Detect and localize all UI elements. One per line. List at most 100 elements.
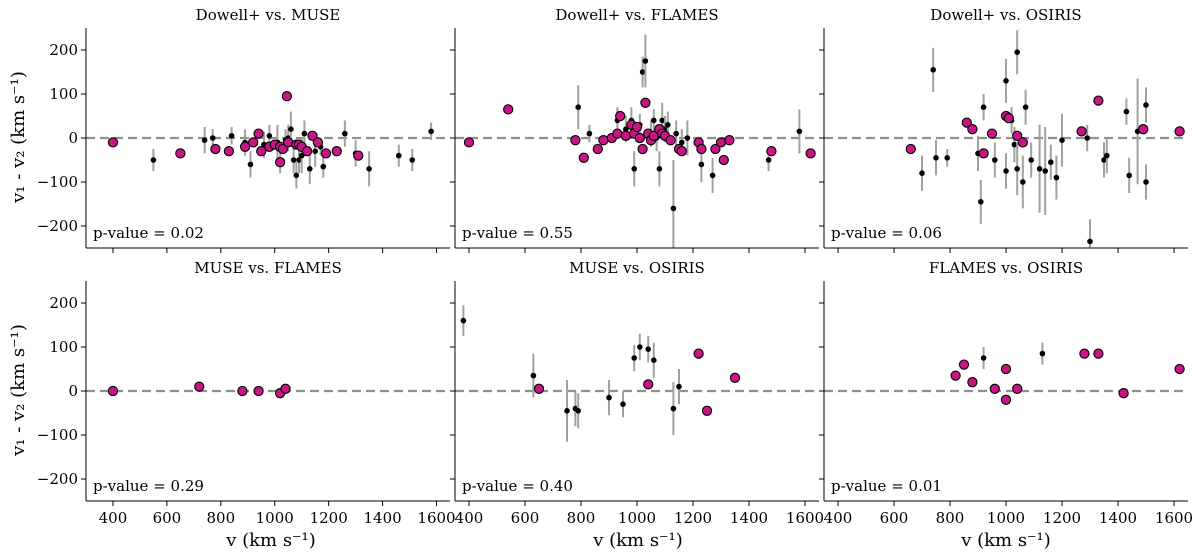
data-point	[639, 69, 646, 75]
x-tick-label: 800	[936, 509, 965, 527]
data-point	[978, 199, 984, 205]
data-point-highlight	[353, 150, 364, 161]
data-point	[1020, 179, 1026, 185]
panel-2: Dowell+ vs. FLAMES p-value = 0.55	[450, 6, 819, 253]
data-point-highlight	[175, 148, 186, 159]
data-point	[288, 126, 294, 132]
x-tick-label: 1600	[786, 509, 824, 527]
data-point	[460, 317, 467, 324]
data-point	[201, 137, 208, 143]
data-point	[320, 163, 327, 170]
data-point	[1048, 159, 1054, 165]
y-tick-label: 100	[49, 338, 78, 356]
data-point	[944, 155, 950, 161]
data-point-highlight	[463, 137, 475, 148]
x-tick-label: 1600	[417, 509, 455, 527]
panel-4: MUSE vs. FLAMES −200 −100 0 100 200 400 600 800 1…	[37, 259, 456, 527]
data-point-highlight	[223, 146, 235, 157]
data-point	[1003, 78, 1009, 84]
data-point-highlight	[634, 132, 645, 144]
x-tick-label: 400	[455, 509, 484, 527]
data-point-highlight	[256, 146, 267, 157]
data-point-highlight	[1118, 388, 1129, 399]
y-tick-label: 200	[49, 41, 78, 59]
p-value-label: p-value = 0.40	[462, 477, 573, 495]
data-point-highlight	[967, 377, 978, 388]
data-point	[1011, 141, 1018, 148]
data-point	[765, 157, 772, 163]
data-point	[1014, 166, 1020, 172]
p-value-label: p-value = 0.02	[93, 224, 204, 242]
data-point-highlight	[978, 148, 989, 159]
x-tick-label: 1200	[1043, 509, 1081, 527]
data-point	[933, 155, 939, 161]
data-point-highlight	[301, 146, 313, 157]
data-point-highlight	[950, 370, 961, 381]
data-points	[107, 91, 434, 189]
data-point	[530, 372, 537, 379]
data-point	[645, 346, 651, 353]
data-points	[460, 305, 741, 442]
data-point	[709, 172, 716, 179]
y-tick-label: −100	[37, 426, 78, 444]
data-point-highlight	[640, 97, 651, 108]
data-point-highlight	[637, 143, 648, 155]
x-tick-label: 400	[824, 509, 853, 527]
data-point-highlight	[1093, 95, 1104, 106]
data-point	[679, 139, 685, 146]
data-point-highlight	[1079, 348, 1090, 359]
panel-title: MUSE vs. OSIRIS	[569, 259, 705, 277]
data-point-highlight	[766, 146, 777, 157]
data-point-highlight	[1000, 394, 1012, 405]
y-axis-label-bottom: v₁ - v₂ (km s⁻¹)	[8, 324, 29, 457]
p-value-label: p-value = 0.55	[462, 224, 573, 242]
x-tick-label: 800	[567, 509, 596, 527]
data-point	[1126, 172, 1132, 179]
x-tick-label: 800	[206, 509, 235, 527]
data-point-highlight	[331, 146, 342, 157]
data-point	[409, 157, 416, 163]
data-point-highlight	[578, 152, 589, 163]
data-point	[290, 157, 297, 163]
data-point	[796, 128, 803, 135]
data-point	[665, 122, 671, 128]
data-point-highlight	[989, 383, 1000, 394]
data-point	[575, 408, 581, 414]
data-point	[1028, 157, 1034, 163]
data-point-highlight	[620, 130, 631, 141]
data-point-highlight	[967, 124, 978, 135]
data-point	[395, 152, 402, 159]
data-point	[228, 133, 235, 139]
data-point	[620, 401, 626, 408]
x-axis-label-middle: v (km s⁻¹)	[592, 530, 683, 551]
data-point	[564, 408, 570, 414]
data-point-highlight	[631, 121, 643, 133]
data-point	[1042, 168, 1048, 174]
data-point	[1101, 157, 1107, 163]
data-point	[637, 344, 643, 350]
data-point	[684, 135, 691, 141]
data-point-highlight	[612, 128, 623, 139]
x-tick-label: 1400	[730, 509, 768, 527]
data-point	[1143, 179, 1149, 185]
data-point-highlight	[1017, 137, 1028, 148]
data-point-highlight	[320, 148, 332, 159]
data-point	[631, 355, 637, 361]
panel-3: Dowell+ vs. OSIRIS p-value = 0.06	[819, 6, 1188, 253]
data-point-highlight	[696, 143, 707, 155]
data-point	[209, 135, 216, 141]
data-point	[980, 355, 987, 361]
data-point-highlight	[239, 141, 251, 152]
data-point-highlight	[570, 135, 581, 146]
data-point-highlight	[905, 143, 916, 155]
data-point	[930, 67, 936, 73]
data-point-highlight	[307, 130, 318, 141]
x-tick-label: 1000	[618, 509, 656, 527]
y-tick-label: −200	[37, 217, 78, 235]
data-point-highlight	[1012, 130, 1023, 141]
data-point	[1104, 152, 1110, 159]
x-tick-label: 1200	[674, 509, 712, 527]
data-point-highlight	[194, 381, 205, 392]
panel-5: MUSE vs. OSIRIS 400 600 800 1000 1200 1400 1600…	[450, 259, 824, 527]
data-point	[1014, 49, 1020, 55]
